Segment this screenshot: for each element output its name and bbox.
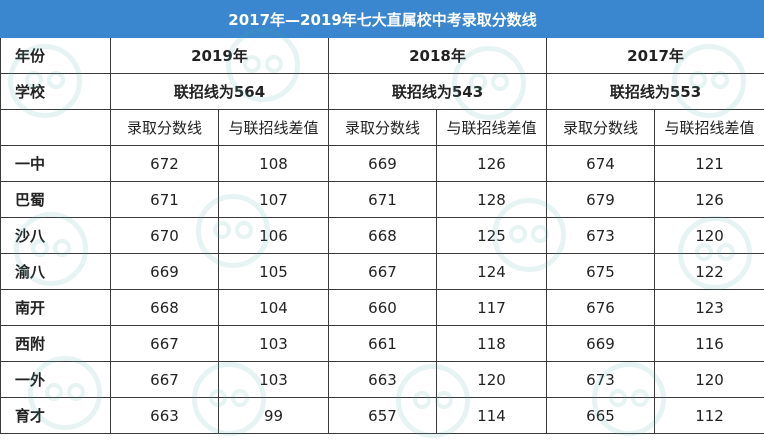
score-2017: 674: [546, 145, 655, 182]
score-2018: 663: [328, 361, 437, 398]
score-2019: 663: [110, 397, 219, 434]
diff-2018: 118: [436, 325, 547, 362]
diff-2019: 107: [218, 181, 329, 218]
diff-2019: 103: [218, 325, 329, 362]
table-body: 一中 672 108 669 126 674 121 巴蜀 671 107 67…: [0, 145, 764, 434]
score-2019: 667: [110, 361, 219, 398]
diff-2017: 122: [653, 253, 764, 290]
diff-2019: 99: [218, 397, 329, 434]
diff-2017: 112: [653, 397, 764, 434]
school-label: 学校: [0, 73, 111, 110]
score-2018: 668: [328, 217, 437, 254]
school-name: 渝八: [0, 253, 111, 290]
diff-2017: 121: [653, 145, 764, 182]
score-2017: 675: [546, 253, 655, 290]
year-2017: 2017年: [545, 37, 764, 74]
diff-2018: 128: [436, 181, 547, 218]
diff-2018: 126: [436, 145, 547, 182]
col-score-2018: 录取分数线: [328, 109, 437, 146]
score-2019: 670: [110, 217, 219, 254]
score-2019: 668: [110, 289, 219, 326]
diff-2017: 123: [653, 289, 764, 326]
score-2018: 657: [328, 397, 437, 434]
diff-2018: 117: [436, 289, 547, 326]
score-2018: 660: [328, 289, 437, 326]
score-2019: 671: [110, 181, 219, 218]
score-2019: 669: [110, 253, 219, 290]
diff-2017: 116: [653, 325, 764, 362]
diff-2019: 105: [218, 253, 329, 290]
col-diff-2018: 与联招线差值: [436, 109, 547, 146]
school-name: 南开: [0, 289, 111, 326]
column-header-row: 录取分数线 与联招线差值 录取分数线 与联招线差值 录取分数线 与联招线差值: [0, 109, 764, 146]
score-2018: 671: [328, 181, 437, 218]
table-row: 渝八 669 105 667 124 675 122: [0, 253, 764, 290]
diff-2018: 114: [436, 397, 547, 434]
line-2019: 联招线为564: [110, 73, 329, 110]
diff-2019: 108: [218, 145, 329, 182]
score-2019: 667: [110, 325, 219, 362]
line-header-row: 学校 联招线为564 联招线为543 联招线为553: [0, 73, 764, 110]
diff-2018: 125: [436, 217, 547, 254]
diff-2018: 120: [436, 361, 547, 398]
score-2019: 672: [110, 145, 219, 182]
school-name: 一外: [0, 361, 111, 398]
score-2018: 667: [328, 253, 437, 290]
table-row: 南开 668 104 660 117 676 123: [0, 289, 764, 326]
school-name: 沙八: [0, 217, 111, 254]
col-score-2017: 录取分数线: [546, 109, 655, 146]
empty-header-cell: [0, 109, 111, 146]
score-2017: 676: [546, 289, 655, 326]
year-header-row: 年份 2019年 2018年 2017年: [0, 37, 764, 74]
diff-2017: 120: [653, 361, 764, 398]
score-2018: 661: [328, 325, 437, 362]
table-row: 一外 667 103 663 120 673 120: [0, 361, 764, 398]
score-2017: 665: [546, 397, 655, 434]
school-name: 一中: [0, 145, 111, 182]
table-row: 一中 672 108 669 126 674 121: [0, 145, 764, 182]
school-name: 西附: [0, 325, 111, 362]
diff-2019: 106: [218, 217, 329, 254]
table-title: 2017年—2019年七大直属校中考录取分数线: [0, 0, 764, 38]
table-row: 沙八 670 106 668 125 673 120: [0, 217, 764, 254]
diff-2017: 126: [653, 181, 764, 218]
diff-2017: 120: [653, 217, 764, 254]
year-2019: 2019年: [110, 37, 329, 74]
school-name: 育才: [0, 397, 111, 434]
table-row: 育才 663 99 657 114 665 112: [0, 397, 764, 434]
line-2018: 联招线为543: [328, 73, 547, 110]
score-2017: 669: [546, 325, 655, 362]
table-row: 巴蜀 671 107 671 128 679 126: [0, 181, 764, 218]
col-score-2019: 录取分数线: [110, 109, 219, 146]
score-2018: 669: [328, 145, 437, 182]
score-2017: 673: [546, 361, 655, 398]
table-row: 西附 667 103 661 118 669 116: [0, 325, 764, 362]
score-2017: 673: [546, 217, 655, 254]
line-2017: 联招线为553: [545, 73, 764, 110]
score-2017: 679: [546, 181, 655, 218]
score-table: 2017年—2019年七大直属校中考录取分数线 年份 2019年 2018年 2…: [0, 0, 764, 434]
diff-2019: 103: [218, 361, 329, 398]
diff-2018: 124: [436, 253, 547, 290]
school-name: 巴蜀: [0, 181, 111, 218]
year-label: 年份: [0, 37, 111, 74]
diff-2019: 104: [218, 289, 329, 326]
col-diff-2019: 与联招线差值: [218, 109, 329, 146]
year-2018: 2018年: [328, 37, 547, 74]
col-diff-2017: 与联招线差值: [653, 109, 764, 146]
